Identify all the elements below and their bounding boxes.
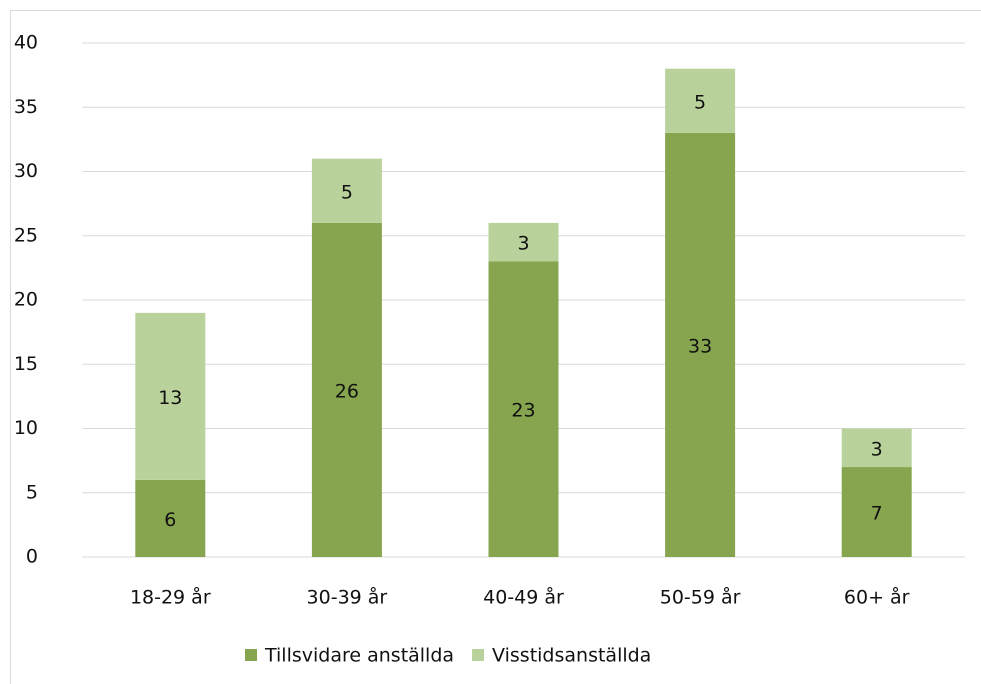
data-label: 3 (871, 438, 883, 460)
data-label: 7 (871, 503, 883, 525)
legend-label: Tillsvidare anställda (264, 645, 454, 667)
bar-segment (311, 222, 382, 557)
x-tick-label: 50-59 år (660, 586, 741, 609)
data-label: 23 (511, 400, 535, 422)
y-tick-label: 10 (14, 417, 38, 439)
data-label: 3 (517, 233, 529, 255)
chart-frame (10, 10, 981, 684)
bar-segment (841, 428, 912, 468)
y-tick-label: 30 (14, 160, 38, 182)
data-label: 33 (688, 335, 712, 357)
y-tick-label: 35 (14, 96, 38, 118)
data-label: 5 (341, 181, 353, 203)
bar-segment (665, 132, 736, 557)
data-label: 5 (694, 91, 706, 113)
bar-segment (841, 467, 912, 557)
y-tick-label: 15 (14, 353, 38, 375)
legend-swatch (245, 649, 257, 661)
y-tick-label: 0 (26, 546, 38, 568)
y-tick-label: 20 (14, 289, 38, 311)
y-tick-label: 25 (14, 224, 38, 246)
y-tick-label: 5 (26, 481, 38, 503)
x-tick-label: 18-29 år (130, 586, 211, 609)
bar-segment (135, 312, 206, 480)
bar-segment (665, 68, 736, 133)
x-tick-label: 30-39 år (307, 586, 388, 609)
bar-segment (135, 479, 206, 557)
bar-segment (488, 261, 559, 557)
data-label: 26 (335, 380, 359, 402)
x-tick-label: 60+ år (844, 586, 910, 609)
x-tick-label: 40-49 år (483, 586, 564, 609)
legend-swatch (472, 649, 485, 661)
legend-label: Visstidsanställda (492, 645, 651, 667)
data-label: 13 (158, 387, 182, 409)
data-label: 6 (164, 509, 176, 531)
y-tick-label: 40 (14, 32, 38, 54)
bar-segment (488, 222, 559, 262)
bar-segment (311, 158, 382, 223)
